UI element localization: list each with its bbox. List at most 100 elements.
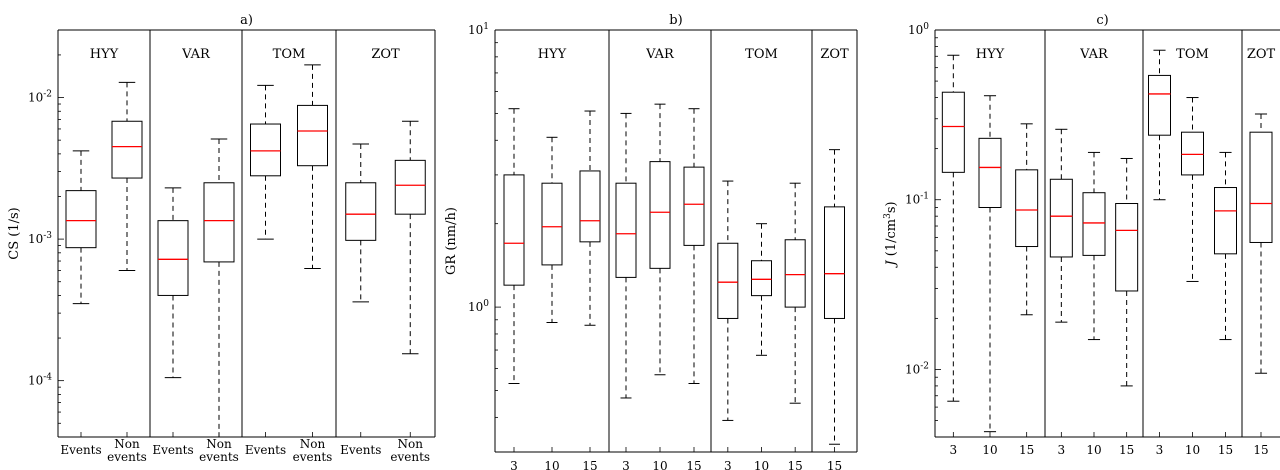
box-iqr bbox=[649, 161, 671, 269]
box-item bbox=[203, 138, 235, 438]
x-tick-label: events bbox=[293, 450, 333, 464]
box-iqr bbox=[65, 190, 97, 249]
x-tick-label: 3 bbox=[622, 459, 630, 470]
group-label: ZOT bbox=[1247, 47, 1276, 62]
box-item bbox=[1181, 97, 1204, 282]
box-item bbox=[1115, 157, 1139, 387]
box-item bbox=[824, 149, 845, 445]
box-item bbox=[683, 108, 705, 385]
x-tick-label: events bbox=[390, 450, 430, 464]
box-iqr bbox=[784, 239, 806, 308]
group-label: VAR bbox=[181, 47, 211, 62]
box-item bbox=[579, 110, 601, 326]
box-iqr bbox=[297, 104, 328, 167]
box-iqr bbox=[111, 120, 143, 179]
box-iqr bbox=[978, 137, 1002, 208]
box-iqr bbox=[717, 242, 739, 319]
y-tick-label: 10-2 bbox=[28, 90, 52, 105]
box-item bbox=[503, 108, 525, 385]
x-tick-label: 15 bbox=[827, 459, 842, 470]
box-item bbox=[1249, 113, 1273, 374]
box-iqr bbox=[683, 166, 705, 246]
box-iqr bbox=[941, 91, 965, 173]
box-item bbox=[1214, 151, 1237, 341]
x-tick-label: 10 bbox=[754, 459, 769, 470]
y-axis-label: CS (1/s) bbox=[7, 207, 22, 259]
box-iqr bbox=[1082, 192, 1106, 256]
box-item bbox=[615, 112, 637, 399]
x-tick-label: 3 bbox=[1156, 443, 1164, 457]
box-iqr bbox=[250, 123, 281, 177]
x-tick-label: 10 bbox=[544, 459, 559, 470]
group-label: HYY bbox=[90, 47, 119, 62]
group-label: ZOT bbox=[371, 47, 400, 62]
group-label: ZOT bbox=[820, 47, 849, 62]
x-tick-label: events bbox=[107, 450, 147, 464]
box-item bbox=[1015, 123, 1039, 316]
y-tick-label: 101 bbox=[468, 22, 489, 37]
box-iqr bbox=[1015, 169, 1039, 248]
box-iqr bbox=[615, 182, 637, 278]
panel-b: 100 101 b) GR (nm/h) HYY 3 10 15 VAR 3 10 15 TOM 3 10 1… bbox=[444, 13, 858, 470]
group-label: HYY bbox=[538, 47, 567, 62]
group-label: VAR bbox=[645, 47, 675, 62]
x-tick-label: 15 bbox=[788, 459, 803, 470]
x-tick-label: Events bbox=[340, 443, 381, 457]
box-item bbox=[1082, 151, 1106, 341]
box-item bbox=[941, 54, 965, 402]
x-tick-label: events bbox=[199, 450, 239, 464]
box-item bbox=[541, 136, 563, 323]
group-label: VAR bbox=[1079, 47, 1109, 62]
x-tick-label: 10 bbox=[652, 459, 667, 470]
x-tick-label: 3 bbox=[950, 443, 958, 457]
box-iqr bbox=[1115, 203, 1139, 292]
y-tick-label: 100 bbox=[908, 22, 929, 37]
box-item bbox=[649, 103, 671, 376]
y-tick-label: 10-3 bbox=[28, 231, 52, 246]
box-iqr bbox=[1049, 178, 1073, 258]
box-iqr bbox=[1214, 187, 1237, 255]
y-axis-label: GR (nm/h) bbox=[444, 207, 459, 275]
box-item bbox=[297, 64, 328, 269]
box-iqr bbox=[503, 174, 525, 286]
y-tick-label: 100 bbox=[468, 299, 489, 314]
box-item bbox=[978, 95, 1002, 433]
box-iqr bbox=[541, 182, 563, 266]
box-item bbox=[751, 223, 772, 356]
box-item bbox=[65, 150, 97, 305]
box-iqr bbox=[203, 182, 235, 263]
group-label: HYY bbox=[976, 47, 1005, 62]
chart-title: c) bbox=[1096, 13, 1108, 28]
x-tick-label: Non bbox=[398, 437, 424, 451]
x-tick-label: 15 bbox=[1119, 443, 1134, 457]
group-label: TOM bbox=[1176, 47, 1209, 62]
box-item bbox=[1148, 49, 1171, 201]
group-label: TOM bbox=[745, 47, 778, 62]
box-item bbox=[250, 84, 281, 240]
box-item bbox=[394, 120, 426, 355]
box-iqr bbox=[394, 159, 426, 215]
box-iqr bbox=[824, 206, 845, 319]
x-tick-label: 15 bbox=[686, 459, 701, 470]
box-iqr bbox=[345, 182, 377, 241]
x-tick-label: 3 bbox=[1058, 443, 1066, 457]
y-tick-label: 10-4 bbox=[28, 373, 52, 388]
group-label: TOM bbox=[273, 47, 306, 62]
x-tick-label: 10 bbox=[982, 443, 997, 457]
chart-title: b) bbox=[669, 13, 682, 28]
x-tick-label: 3 bbox=[724, 459, 732, 470]
box-item bbox=[157, 187, 189, 379]
box-item bbox=[784, 182, 806, 404]
x-tick-label: 15 bbox=[582, 459, 597, 470]
y-axis-label: J (1/cm3s) bbox=[883, 201, 899, 268]
box-iqr bbox=[157, 220, 189, 296]
box-item bbox=[345, 143, 377, 303]
y-tick-label: 10-2 bbox=[905, 361, 929, 376]
x-tick-label: 15 bbox=[1019, 443, 1034, 457]
x-tick-label: Non bbox=[206, 437, 232, 451]
box-item bbox=[1049, 128, 1073, 323]
x-tick-label: 15 bbox=[1253, 443, 1268, 457]
x-tick-label: Non bbox=[300, 437, 326, 451]
